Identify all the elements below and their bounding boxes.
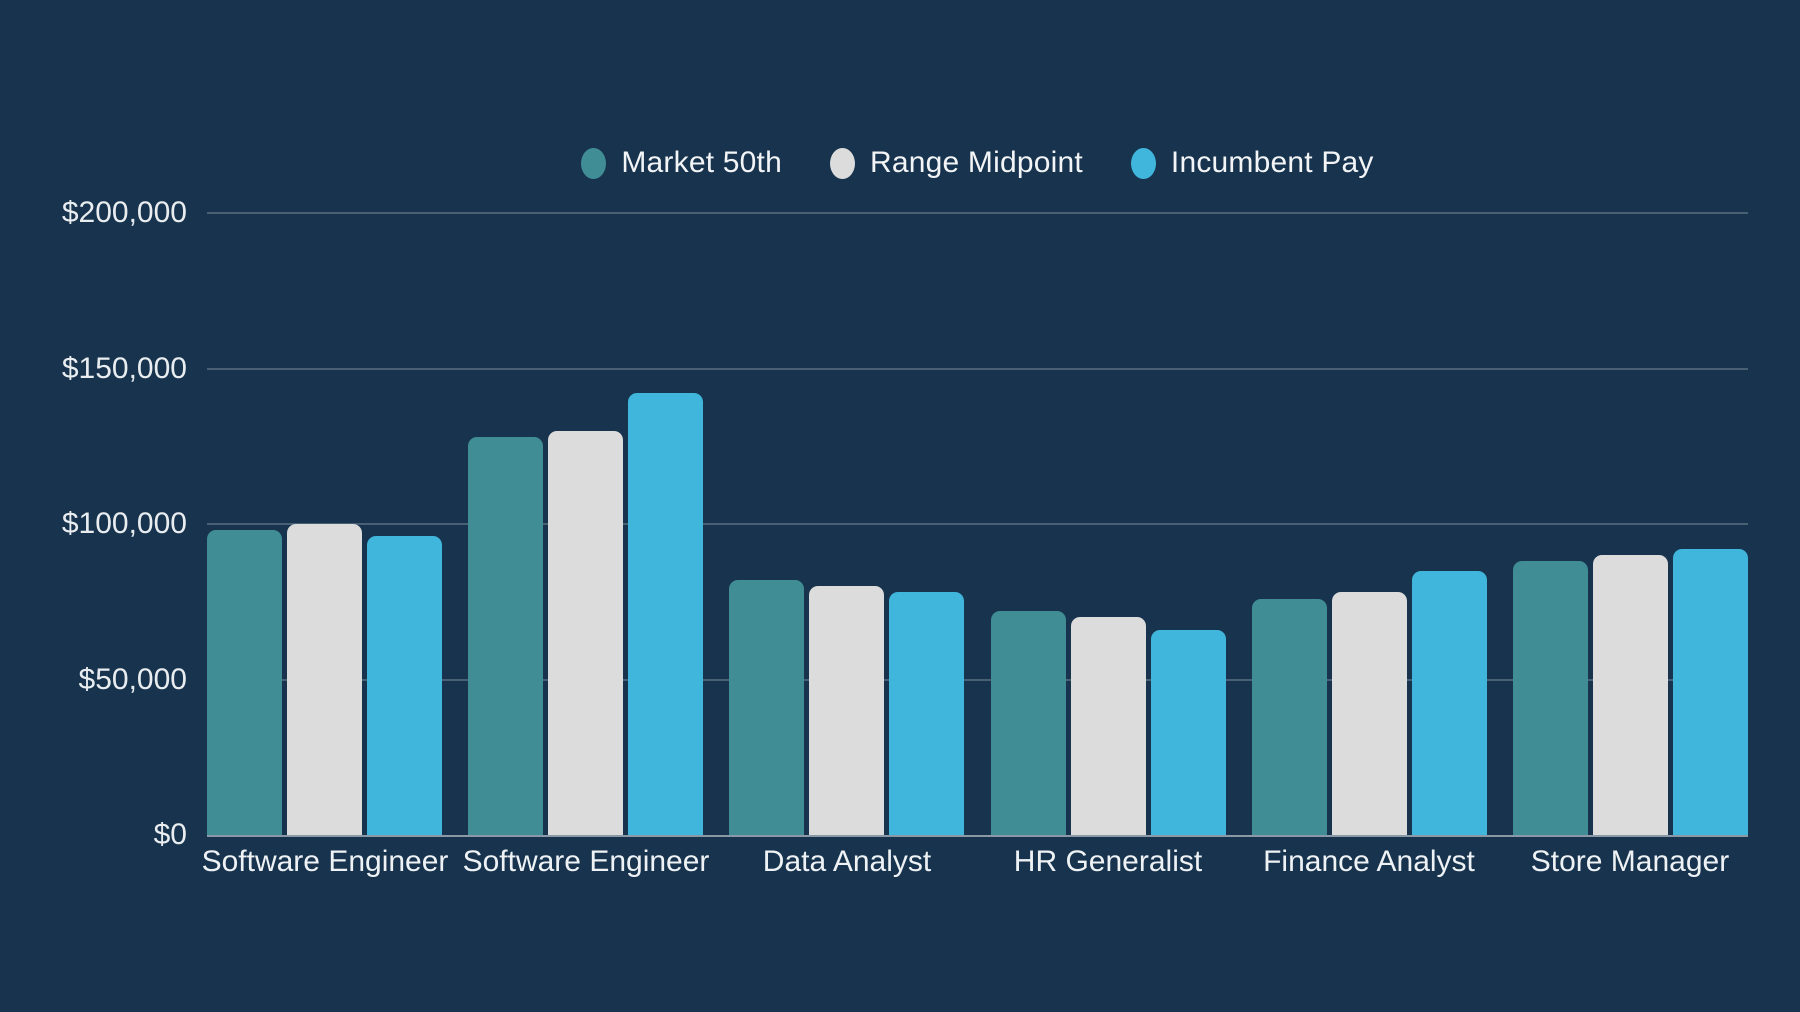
bar-group-software-engineer bbox=[468, 213, 704, 835]
legend-label: Range Midpoint bbox=[869, 146, 1083, 179]
gridline bbox=[207, 678, 1748, 681]
bar-market-50th-data-analyst bbox=[729, 580, 805, 835]
bar-market-50th-store-manager bbox=[1512, 561, 1588, 835]
y-tick-label: $100,000 bbox=[61, 507, 187, 540]
bar-range-midpoint-hr-generalist bbox=[1070, 617, 1146, 835]
legend-item-incumbent-pay[interactable]: Incumbent Pay bbox=[1130, 146, 1374, 180]
bar-incumbent-pay-software-engineer bbox=[628, 393, 704, 835]
y-tick-label: $200,000 bbox=[61, 196, 187, 229]
legend-item-range-midpoint[interactable]: Range Midpoint bbox=[829, 146, 1083, 180]
bars-layer bbox=[207, 213, 1748, 835]
bar-incumbent-pay-store-manager bbox=[1672, 548, 1748, 835]
x-category-label: Software Engineer bbox=[201, 845, 449, 878]
x-axis: Software Engineer Software Engineer Data A… bbox=[202, 845, 1748, 879]
bar-range-midpoint-data-analyst bbox=[809, 586, 885, 835]
gridline bbox=[207, 367, 1748, 370]
bar-group-finance-analyst bbox=[1251, 213, 1487, 835]
gridline bbox=[207, 212, 1748, 214]
legend-marker-icon bbox=[829, 147, 855, 179]
plot-area bbox=[207, 212, 1748, 837]
bar-range-midpoint-finance-analyst bbox=[1331, 592, 1407, 835]
bar-market-50th-software-engineer bbox=[207, 530, 282, 835]
x-category-label: HR Generalist bbox=[1013, 845, 1203, 878]
bar-incumbent-pay-finance-analyst bbox=[1411, 570, 1487, 835]
legend-marker-icon bbox=[581, 147, 607, 179]
bar-incumbent-pay-data-analyst bbox=[889, 592, 965, 835]
y-tick-label: $50,000 bbox=[78, 662, 187, 696]
y-tick-label: $150,000 bbox=[61, 351, 187, 385]
legend-item-market-50th[interactable]: Market 50th bbox=[581, 146, 782, 180]
bar-group-store-manager bbox=[1512, 213, 1748, 835]
bar-group-software-engineer bbox=[207, 213, 442, 835]
x-category-label: Data Analyst bbox=[762, 845, 932, 878]
y-tick-label: $0 bbox=[153, 818, 187, 851]
chart-legend: Market 50th Range Midpoint Incumbent Pay bbox=[207, 141, 1748, 185]
bar-market-50th-software-engineer bbox=[468, 436, 544, 835]
bar-range-midpoint-software-engineer bbox=[287, 524, 362, 835]
legend-marker-icon bbox=[1130, 147, 1156, 179]
x-category-label: Software Engineer bbox=[462, 845, 710, 878]
gridline bbox=[207, 523, 1748, 525]
x-category-label: Finance Analyst bbox=[1263, 845, 1475, 878]
bar-incumbent-pay-hr-generalist bbox=[1150, 629, 1226, 835]
bar-group-hr-generalist bbox=[990, 213, 1226, 835]
bar-market-50th-finance-analyst bbox=[1251, 598, 1327, 835]
bar-range-midpoint-store-manager bbox=[1592, 555, 1668, 835]
x-category-label: Store Manager bbox=[1530, 845, 1730, 878]
bar-incumbent-pay-software-engineer bbox=[367, 536, 442, 835]
legend-label: Incumbent Pay bbox=[1170, 146, 1374, 179]
legend-label: Market 50th bbox=[621, 146, 782, 179]
bar-market-50th-hr-generalist bbox=[990, 611, 1066, 835]
y-axis: $0 $50,000 $100,000 $150,000 $200,000 bbox=[30, 196, 187, 851]
bar-group-data-analyst bbox=[729, 213, 965, 835]
bar-range-midpoint-software-engineer bbox=[548, 430, 624, 835]
